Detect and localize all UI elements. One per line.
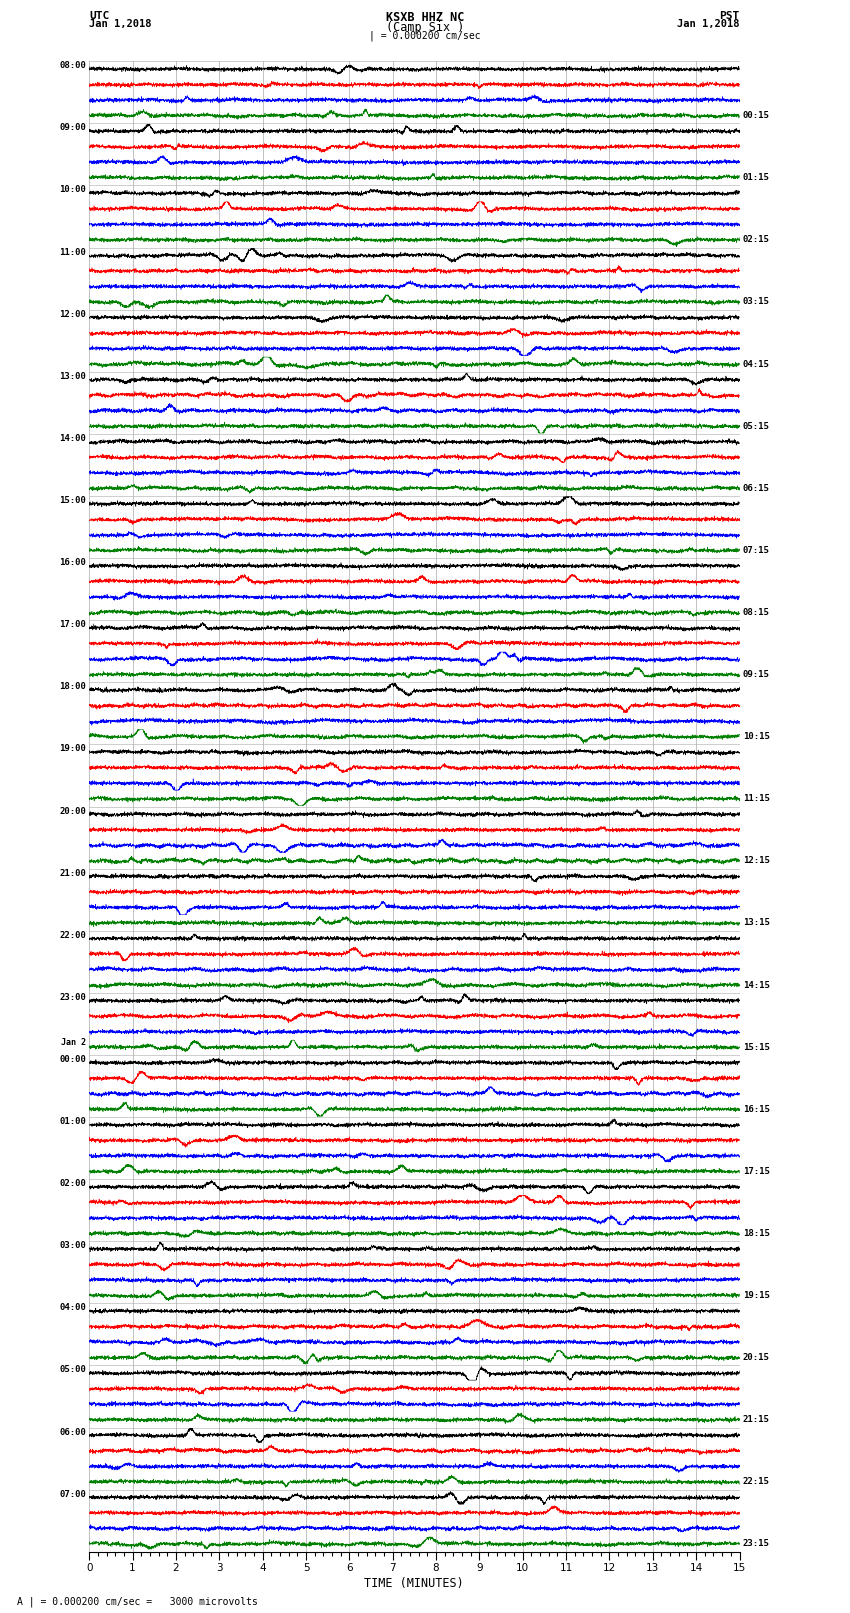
Text: 15:00: 15:00 bbox=[60, 497, 86, 505]
Text: 20:15: 20:15 bbox=[743, 1353, 769, 1361]
Text: 13:00: 13:00 bbox=[60, 373, 86, 381]
Text: 12:15: 12:15 bbox=[743, 857, 769, 865]
Text: 08:00: 08:00 bbox=[60, 61, 86, 71]
Text: 16:15: 16:15 bbox=[743, 1105, 769, 1113]
Text: 09:15: 09:15 bbox=[743, 669, 769, 679]
Text: 04:15: 04:15 bbox=[743, 360, 769, 368]
Text: 13:15: 13:15 bbox=[743, 918, 769, 927]
Text: 23:00: 23:00 bbox=[60, 994, 86, 1002]
Text: 08:15: 08:15 bbox=[743, 608, 769, 616]
Text: 21:00: 21:00 bbox=[60, 869, 86, 877]
Text: 03:15: 03:15 bbox=[743, 297, 769, 306]
Text: Jan 2: Jan 2 bbox=[61, 1039, 86, 1047]
Text: 01:00: 01:00 bbox=[60, 1118, 86, 1126]
Text: 17:00: 17:00 bbox=[60, 621, 86, 629]
Text: A | = 0.000200 cm/sec =   3000 microvolts: A | = 0.000200 cm/sec = 3000 microvolts bbox=[17, 1595, 258, 1607]
Text: 03:00: 03:00 bbox=[60, 1242, 86, 1250]
Text: 06:00: 06:00 bbox=[60, 1428, 86, 1437]
Text: 00:00: 00:00 bbox=[60, 1055, 86, 1065]
Text: (Camp Six ): (Camp Six ) bbox=[386, 21, 464, 34]
Text: 14:15: 14:15 bbox=[743, 981, 769, 989]
Text: 11:00: 11:00 bbox=[60, 248, 86, 256]
Text: Jan 1,2018: Jan 1,2018 bbox=[677, 19, 740, 29]
Text: 17:15: 17:15 bbox=[743, 1166, 769, 1176]
Text: 14:00: 14:00 bbox=[60, 434, 86, 444]
Text: 00:15: 00:15 bbox=[743, 111, 769, 119]
Text: 19:00: 19:00 bbox=[60, 745, 86, 753]
Text: 05:15: 05:15 bbox=[743, 421, 769, 431]
Text: 01:15: 01:15 bbox=[743, 173, 769, 182]
Text: 18:15: 18:15 bbox=[743, 1229, 769, 1237]
Text: 10:00: 10:00 bbox=[60, 185, 86, 195]
Text: PST: PST bbox=[719, 11, 740, 21]
Text: 23:15: 23:15 bbox=[743, 1539, 769, 1548]
Text: 22:15: 22:15 bbox=[743, 1478, 769, 1486]
Text: 15:15: 15:15 bbox=[743, 1042, 769, 1052]
Text: 07:15: 07:15 bbox=[743, 545, 769, 555]
Text: 16:00: 16:00 bbox=[60, 558, 86, 568]
Text: 05:00: 05:00 bbox=[60, 1365, 86, 1374]
Text: | = 0.000200 cm/sec: | = 0.000200 cm/sec bbox=[369, 31, 481, 42]
Text: 11:15: 11:15 bbox=[743, 794, 769, 803]
Text: UTC: UTC bbox=[89, 11, 110, 21]
Text: KSXB HHZ NC: KSXB HHZ NC bbox=[386, 11, 464, 24]
Text: 06:15: 06:15 bbox=[743, 484, 769, 492]
Text: 22:00: 22:00 bbox=[60, 931, 86, 940]
Text: 09:00: 09:00 bbox=[60, 124, 86, 132]
Text: 10:15: 10:15 bbox=[743, 732, 769, 740]
Text: Jan 1,2018: Jan 1,2018 bbox=[89, 19, 152, 29]
Text: 21:15: 21:15 bbox=[743, 1415, 769, 1424]
Text: 19:15: 19:15 bbox=[743, 1290, 769, 1300]
X-axis label: TIME (MINUTES): TIME (MINUTES) bbox=[365, 1578, 464, 1590]
Text: 20:00: 20:00 bbox=[60, 806, 86, 816]
Text: 04:00: 04:00 bbox=[60, 1303, 86, 1313]
Text: 18:00: 18:00 bbox=[60, 682, 86, 692]
Text: 07:00: 07:00 bbox=[60, 1490, 86, 1498]
Text: 02:15: 02:15 bbox=[743, 235, 769, 244]
Text: 02:00: 02:00 bbox=[60, 1179, 86, 1189]
Text: 12:00: 12:00 bbox=[60, 310, 86, 319]
